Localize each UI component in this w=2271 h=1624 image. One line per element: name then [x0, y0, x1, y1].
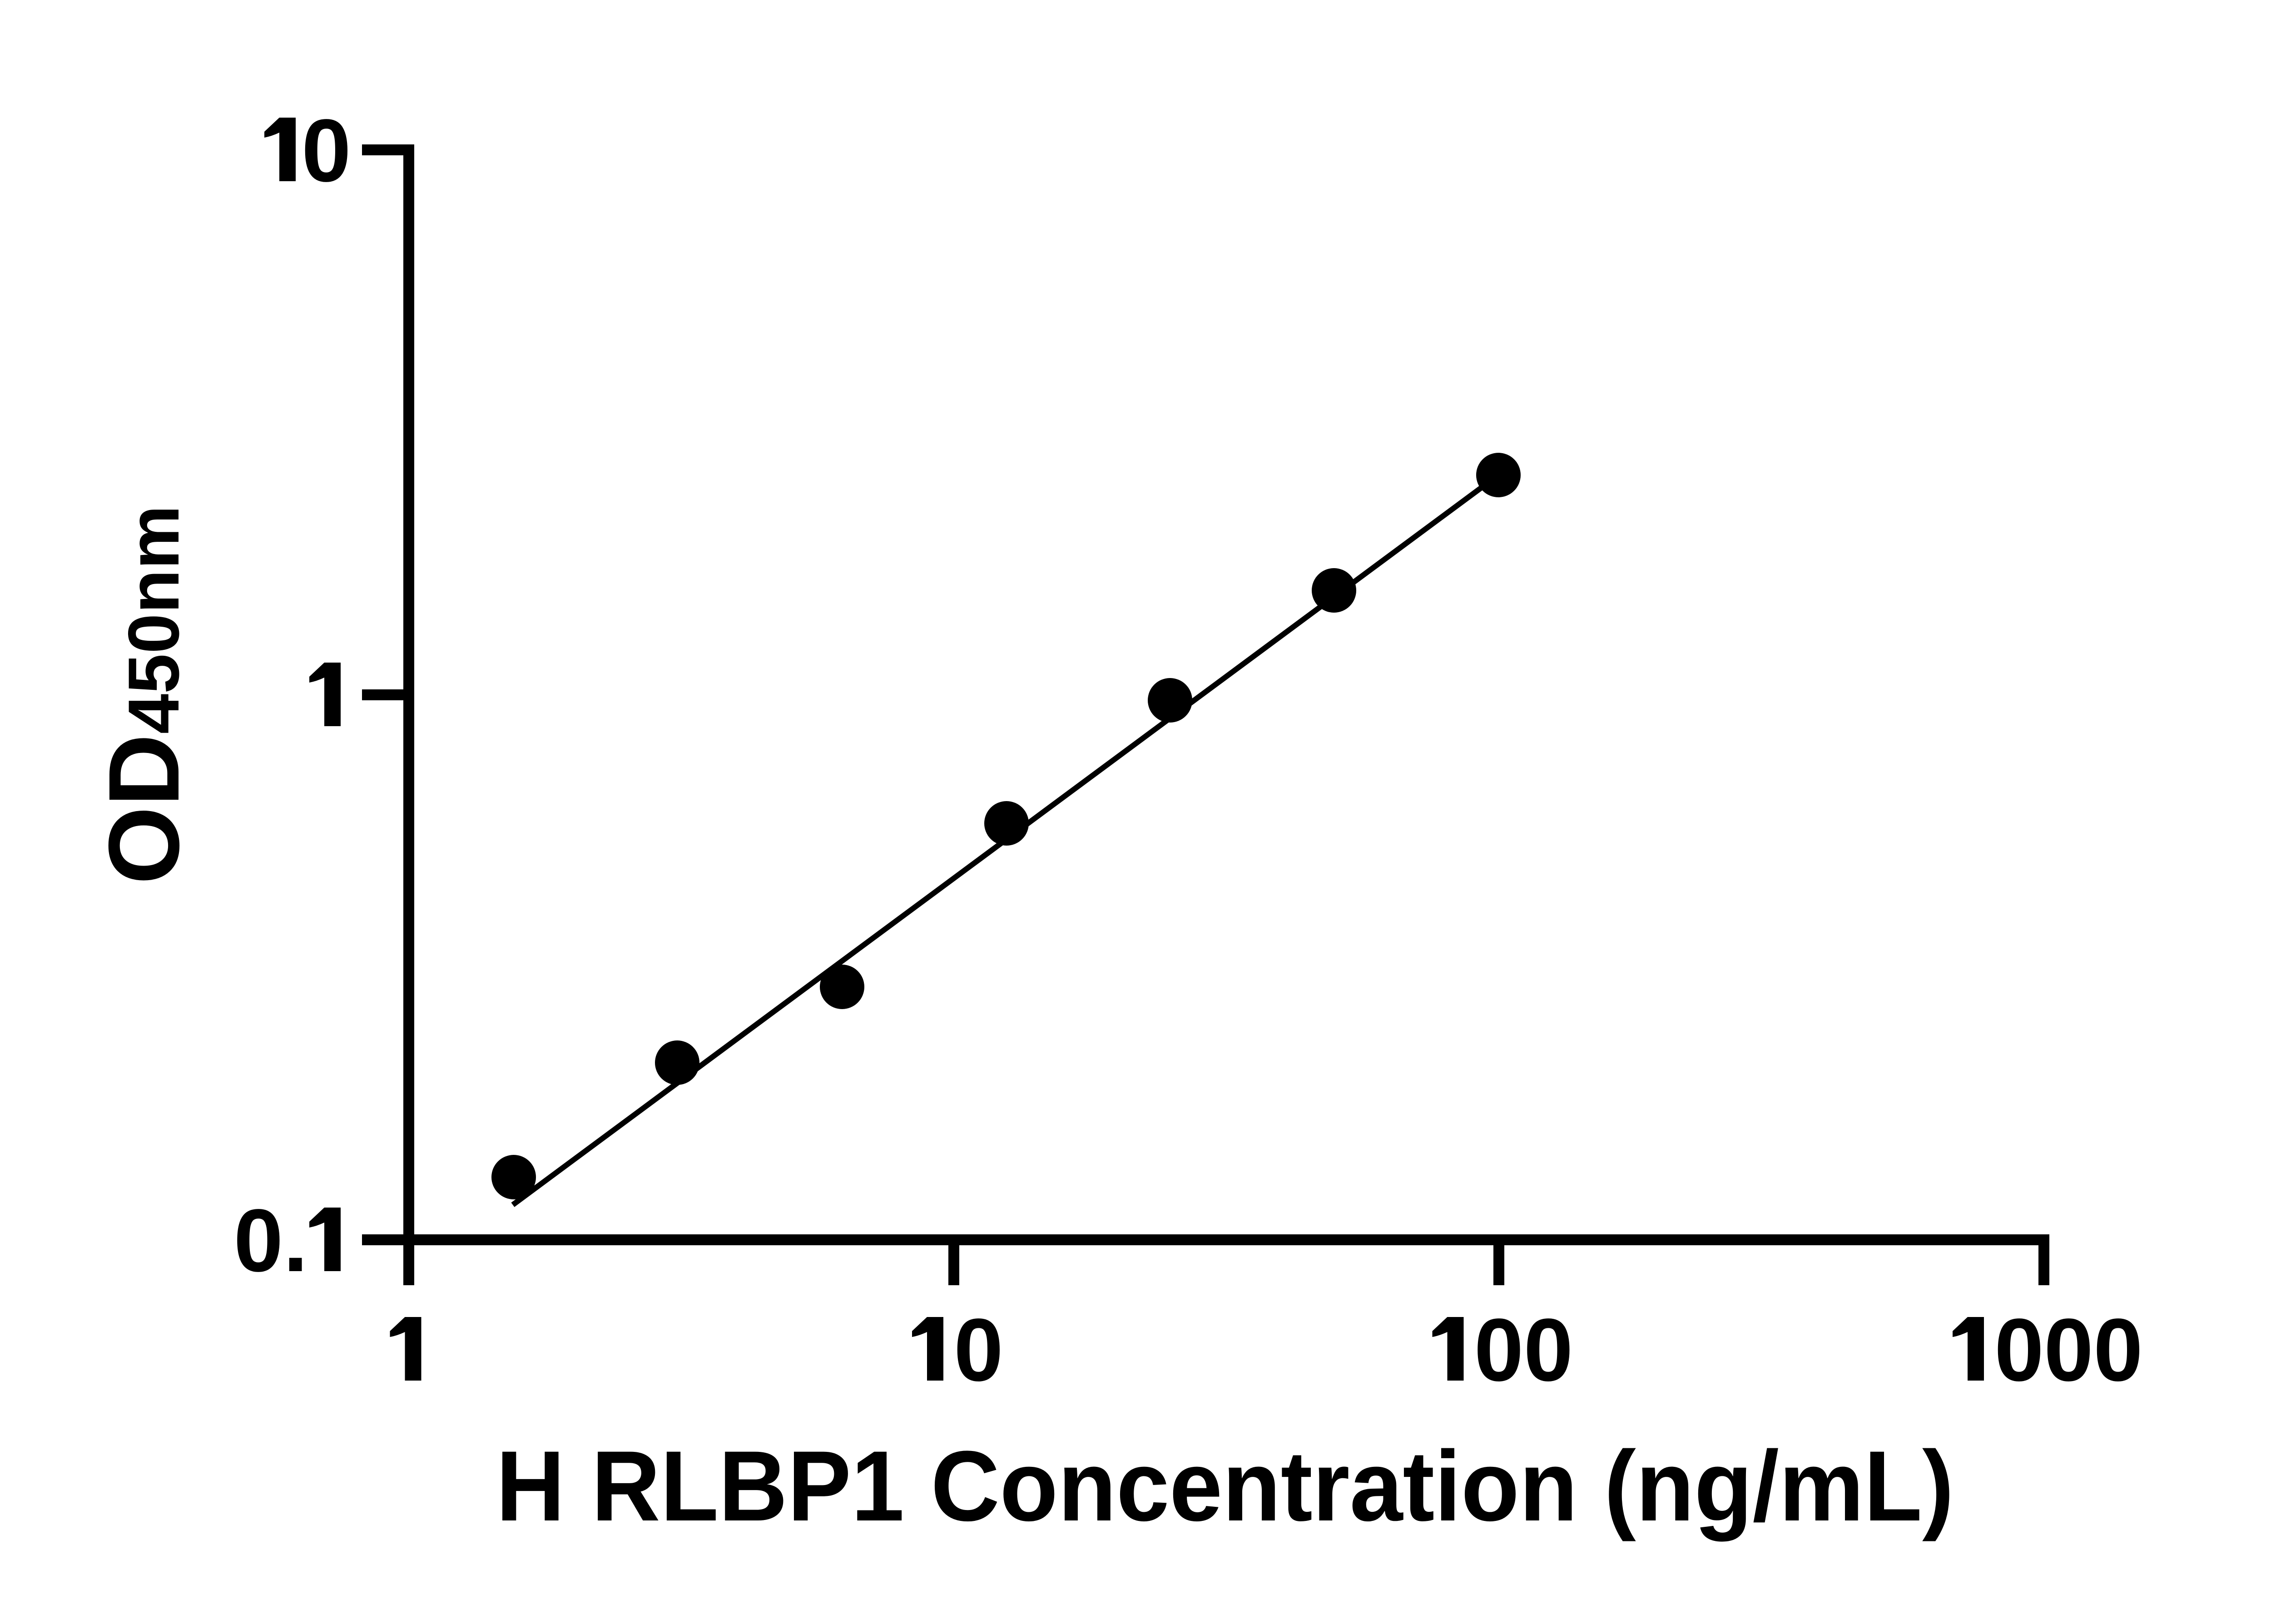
svg-text:OD450nm: OD450nm: [88, 505, 200, 884]
svg-text:0: 0: [954, 1300, 1003, 1400]
svg-text:000: 000: [1994, 1300, 2143, 1400]
svg-text:H RLBP1 Concentration (ng/mL): H RLBP1 Concentration (ng/mL): [496, 1430, 1954, 1542]
svg-text:0: 0: [302, 101, 351, 200]
svg-text:0.: 0.: [234, 1191, 308, 1290]
svg-text:00: 00: [1474, 1300, 1573, 1400]
